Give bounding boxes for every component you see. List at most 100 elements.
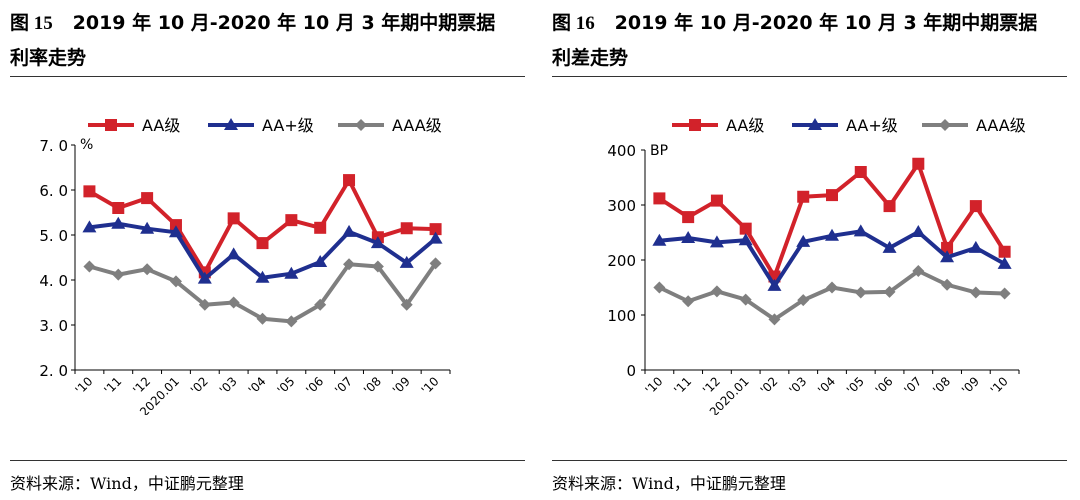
x-tick-label: '06	[873, 374, 896, 397]
data-point-AAA	[998, 287, 1011, 300]
data-point-AA	[797, 190, 810, 203]
data-point-AAA	[429, 257, 442, 270]
legend-label: AA级	[726, 116, 764, 135]
data-point-AA	[314, 221, 327, 234]
legend-label: AA级	[142, 116, 180, 135]
x-tick-label: '09	[390, 374, 413, 397]
data-point-AAplus	[342, 224, 357, 237]
y-tick-label: 3. 0	[39, 317, 68, 335]
x-tick-label: '04	[815, 374, 838, 397]
x-tick-label: '11	[671, 374, 694, 397]
x-tick-label: '02	[758, 374, 781, 397]
data-point-AAA	[198, 298, 211, 311]
y-tick-label: 400	[607, 142, 636, 160]
data-point-AAplus	[796, 234, 811, 247]
data-point-AAA	[83, 260, 96, 273]
source-rule	[10, 460, 525, 461]
data-point-AAA	[883, 285, 896, 298]
data-point-AAA	[969, 286, 982, 299]
data-point-AA	[83, 185, 96, 198]
unit-label: %	[80, 137, 93, 153]
y-tick-label: 4. 0	[39, 272, 68, 290]
data-point-AA	[998, 245, 1011, 258]
figure-number: 图 16	[552, 13, 595, 34]
data-point-AAplus	[738, 233, 753, 246]
x-tick-label: '07	[332, 374, 355, 397]
x-tick-label: '08	[361, 374, 384, 397]
data-point-AAplus	[882, 240, 897, 253]
legend-marker	[355, 119, 367, 131]
figure-title-line2: 利差走势	[552, 47, 629, 69]
data-point-AA	[941, 241, 954, 254]
title-rule	[552, 76, 1067, 77]
figure-title-line1: 2019 年 10 月-2020 年 10 月 3 年期中期票据	[614, 12, 1038, 34]
data-point-AA	[912, 157, 925, 170]
data-point-AAplus	[940, 250, 955, 263]
y-tick-label: 7. 0	[39, 137, 68, 155]
data-point-AAA	[653, 281, 666, 294]
figure-title: 图 16 2019 年 10 月-2020 年 10 月 3 年期中期票据 利差…	[552, 6, 1067, 75]
data-point-AA	[227, 212, 240, 225]
data-point-AA	[969, 200, 982, 213]
data-point-AAA	[371, 260, 384, 273]
data-point-AAA	[826, 281, 838, 294]
data-point-AA	[739, 222, 752, 235]
data-point-AAplus	[825, 228, 839, 241]
x-tick-label: '10	[988, 374, 1011, 397]
data-point-AAplus	[399, 255, 414, 268]
data-point-AAplus	[82, 220, 97, 233]
data-point-AAplus	[197, 271, 212, 284]
data-point-AA	[854, 166, 867, 178]
data-point-AA	[256, 237, 269, 250]
legend-marker	[224, 118, 238, 130]
series-line-AAA	[658, 269, 1005, 322]
panel-rate-trend: 图 15 2019 年 10 月-2020 年 10 月 3 年期中期票据 利率…	[10, 0, 530, 500]
figure-title-line2: 利率走势	[10, 47, 87, 69]
data-point-AAA	[112, 268, 125, 281]
y-tick-label: 2. 0	[39, 362, 68, 380]
series-line-AA	[658, 161, 1007, 279]
data-point-AA	[653, 192, 666, 205]
source-note: 资料来源：Wind，中证鹏元整理	[10, 474, 244, 493]
data-point-AAA	[682, 295, 695, 308]
data-point-AAplus	[140, 221, 155, 234]
data-point-AAA	[256, 312, 269, 325]
unit-label: BP	[650, 143, 668, 159]
x-tick-label: '04	[246, 374, 269, 397]
data-point-AAplus	[767, 278, 782, 291]
legend-marker	[105, 119, 117, 131]
panel-spread-trend: 图 16 2019 年 10 月-2020 年 10 月 3 年期中期票据 利差…	[552, 0, 1072, 500]
legend-marker	[808, 118, 822, 130]
x-tick-label: '09	[959, 374, 982, 397]
data-point-AA	[826, 189, 838, 202]
data-point-AAplus	[370, 236, 385, 249]
data-point-AAplus	[853, 224, 868, 237]
data-point-AAA	[710, 285, 723, 298]
x-tick-label: '12	[700, 374, 723, 397]
x-tick-label: '05	[274, 374, 297, 397]
data-point-AAA	[343, 258, 356, 271]
source-rule	[552, 460, 1067, 461]
x-tick-label: '06	[303, 374, 326, 397]
data-point-AAA	[941, 278, 954, 291]
rate-line-chart: 2. 03. 04. 05. 06. 07. 0 %'10'11'122020.0…	[39, 116, 451, 415]
x-tick-label: '08	[930, 374, 953, 397]
x-tick-label: '10	[642, 374, 665, 397]
figure-number: 图 15	[10, 13, 53, 34]
data-point-AAA	[227, 296, 240, 309]
data-point-AAA	[854, 286, 867, 299]
data-point-AAplus	[111, 216, 126, 229]
data-point-AA	[141, 192, 154, 205]
data-point-AA	[710, 194, 723, 207]
legend-marker	[689, 119, 701, 131]
data-point-AAplus	[255, 270, 270, 283]
figure-title-line1: 2019 年 10 月-2020 年 10 月 3 年期中期票据	[72, 12, 496, 34]
x-tick-label: '11	[101, 374, 124, 397]
y-tick-label: 200	[607, 252, 636, 270]
data-point-AAA	[797, 294, 810, 307]
x-tick-label: '10	[419, 374, 442, 397]
data-point-AAA	[314, 298, 327, 311]
data-point-AAA	[141, 263, 154, 276]
legend-label: AA+级	[262, 116, 314, 135]
x-tick-label: '03	[217, 374, 240, 397]
